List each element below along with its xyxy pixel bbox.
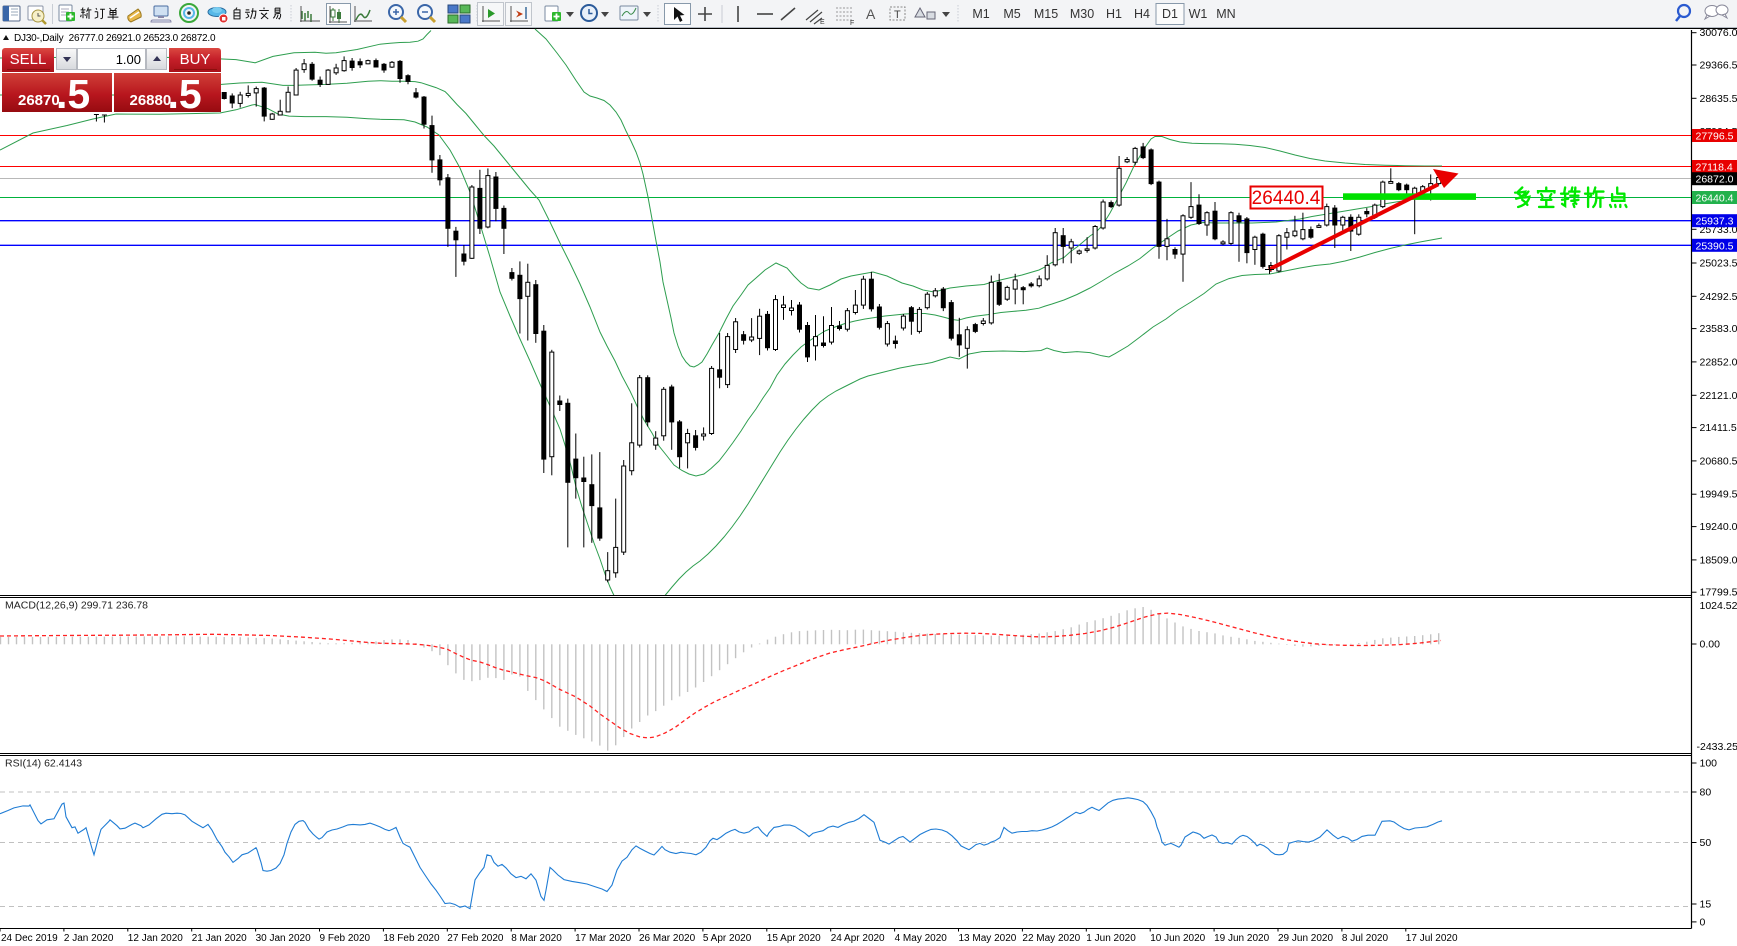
svg-text:8 Mar 2020: 8 Mar 2020 (511, 933, 562, 944)
svg-text:24 Apr 2020: 24 Apr 2020 (831, 933, 885, 944)
svg-text:22121.0: 22121.0 (1700, 390, 1737, 402)
svg-text:10 Jun 2020: 10 Jun 2020 (1150, 933, 1205, 944)
svg-text:50: 50 (1700, 837, 1712, 849)
svg-text:12 Jan 2020: 12 Jan 2020 (128, 933, 183, 944)
svg-text:1 Jun 2020: 1 Jun 2020 (1086, 933, 1136, 944)
svg-text:2 Jan 2020: 2 Jan 2020 (64, 933, 114, 944)
svg-text:19 Jun 2020: 19 Jun 2020 (1214, 933, 1269, 944)
svg-text:M30: M30 (1070, 7, 1094, 21)
svg-text:13 May 2020: 13 May 2020 (959, 933, 1017, 944)
svg-text:25390.5: 25390.5 (1696, 240, 1734, 252)
svg-text:MACD(12,26,9) 299.71 236.78: MACD(12,26,9) 299.71 236.78 (5, 600, 148, 612)
svg-text:24 Dec 2019: 24 Dec 2019 (1, 933, 58, 944)
svg-text:80: 80 (1700, 787, 1712, 799)
svg-text:29 Jun 2020: 29 Jun 2020 (1278, 933, 1333, 944)
svg-text:20680.5: 20680.5 (1700, 455, 1737, 467)
svg-text:21411.5: 21411.5 (1700, 422, 1737, 434)
svg-text:M15: M15 (1034, 7, 1058, 21)
svg-text:30076.0: 30076.0 (1700, 28, 1737, 39)
svg-text:D1: D1 (1162, 7, 1178, 21)
svg-text:22852.0: 22852.0 (1700, 356, 1737, 368)
svg-text:23583.0: 23583.0 (1700, 323, 1737, 335)
svg-text:0.00: 0.00 (1700, 639, 1721, 651)
svg-text:H1: H1 (1106, 7, 1122, 21)
svg-text:M1: M1 (972, 7, 989, 21)
svg-text:27118.4: 27118.4 (1696, 162, 1733, 174)
svg-text:15 Apr 2020: 15 Apr 2020 (767, 933, 821, 944)
svg-text:27 Feb 2020: 27 Feb 2020 (447, 933, 504, 944)
svg-text:26440.4: 26440.4 (1696, 193, 1734, 205)
svg-text:26872.0: 26872.0 (1696, 174, 1734, 186)
svg-text:30 Jan 2020: 30 Jan 2020 (256, 933, 311, 944)
svg-text:17799.5: 17799.5 (1700, 587, 1737, 599)
svg-text:9 Feb 2020: 9 Feb 2020 (320, 933, 371, 944)
svg-text:28635.5: 28635.5 (1700, 93, 1737, 105)
svg-text:T: T (894, 9, 901, 21)
svg-text:25023.5: 25023.5 (1700, 258, 1737, 270)
svg-text:RSI(14) 62.4143: RSI(14) 62.4143 (5, 758, 82, 770)
svg-text:18509.0: 18509.0 (1700, 554, 1737, 566)
svg-text:100: 100 (1700, 758, 1718, 770)
svg-text:-2433.25: -2433.25 (1697, 741, 1737, 753)
svg-text:29366.5: 29366.5 (1700, 60, 1737, 72)
svg-text:24292.5: 24292.5 (1700, 291, 1737, 303)
svg-text:A: A (866, 6, 876, 22)
svg-text:1024.52: 1024.52 (1700, 600, 1737, 612)
svg-text:MN: MN (1216, 7, 1235, 21)
svg-text:22 May 2020: 22 May 2020 (1022, 933, 1080, 944)
svg-text:15: 15 (1700, 899, 1712, 911)
svg-text:26440.4: 26440.4 (1252, 188, 1321, 209)
svg-text:F: F (850, 20, 854, 27)
svg-text:M5: M5 (1003, 7, 1020, 21)
svg-text:W1: W1 (1189, 7, 1208, 21)
svg-text:25937.3: 25937.3 (1696, 216, 1734, 228)
svg-text:5 Apr 2020: 5 Apr 2020 (703, 933, 752, 944)
svg-text:E: E (820, 19, 825, 26)
svg-text:21 Jan 2020: 21 Jan 2020 (192, 933, 247, 944)
svg-text:8 Jul 2020: 8 Jul 2020 (1342, 933, 1389, 944)
svg-text:19949.5: 19949.5 (1700, 489, 1737, 501)
svg-text:17 Jul 2020: 17 Jul 2020 (1406, 933, 1458, 944)
svg-text:H4: H4 (1134, 7, 1150, 21)
svg-text:18 Feb 2020: 18 Feb 2020 (383, 933, 440, 944)
svg-text:0: 0 (1700, 916, 1706, 928)
svg-text:17 Mar 2020: 17 Mar 2020 (575, 933, 632, 944)
svg-text:4 May 2020: 4 May 2020 (895, 933, 948, 944)
svg-text:19240.0: 19240.0 (1700, 521, 1737, 533)
svg-text:26 Mar 2020: 26 Mar 2020 (639, 933, 696, 944)
svg-text:27796.5: 27796.5 (1696, 131, 1734, 143)
